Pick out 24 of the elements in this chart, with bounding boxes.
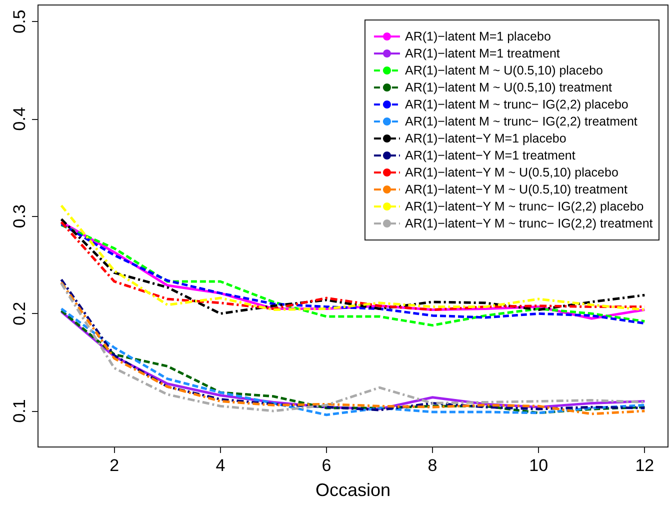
y-tick-label: 0.3 bbox=[10, 204, 29, 228]
x-tick-label: 4 bbox=[216, 456, 226, 475]
legend-label: AR(1)−latent M ~ U(0.5,10) placebo bbox=[404, 64, 604, 78]
x-tick-label: 8 bbox=[428, 456, 438, 475]
legend-label: AR(1)−latent M ~ trunc− IG(2,2) placebo bbox=[404, 98, 628, 112]
x-tick-label: 12 bbox=[635, 456, 654, 475]
x-axis-title: Occasion bbox=[315, 480, 391, 500]
legend-label: AR(1)−latent M=1 placebo bbox=[404, 30, 551, 44]
legend-label: AR(1)−latent M ~ trunc− IG(2,2) treatment bbox=[404, 114, 638, 128]
legend-label: AR(1)−latent−Y M ~ U(0.5,10) placebo bbox=[404, 166, 618, 180]
legend-label: AR(1)−latent−Y M ~ U(0.5,10) treatment bbox=[404, 182, 628, 196]
x-tick-label: 2 bbox=[110, 456, 120, 475]
y-tick-label: 0.1 bbox=[10, 399, 29, 423]
legend-label: AR(1)−latent−Y M ~ trunc− IG(2,2) placebo bbox=[404, 200, 644, 214]
x-tick-label: 10 bbox=[529, 456, 548, 475]
x-tick-label: 6 bbox=[322, 456, 332, 475]
legend-label: AR(1)−latent−Y M ~ trunc− IG(2,2) treatment bbox=[404, 216, 654, 230]
y-tick-label: 0.5 bbox=[10, 10, 29, 34]
y-tick-label: 0.4 bbox=[10, 107, 29, 131]
y-tick-label: 0.2 bbox=[10, 302, 29, 326]
legend-label: AR(1)−latent M ~ U(0.5,10) treatment bbox=[404, 80, 613, 94]
legend-label: AR(1)−latent−Y M=1 treatment bbox=[404, 148, 576, 162]
legend-label: AR(1)−latent M=1 treatment bbox=[404, 46, 560, 60]
legend-label: AR(1)−latent−Y M=1 placebo bbox=[404, 132, 566, 146]
